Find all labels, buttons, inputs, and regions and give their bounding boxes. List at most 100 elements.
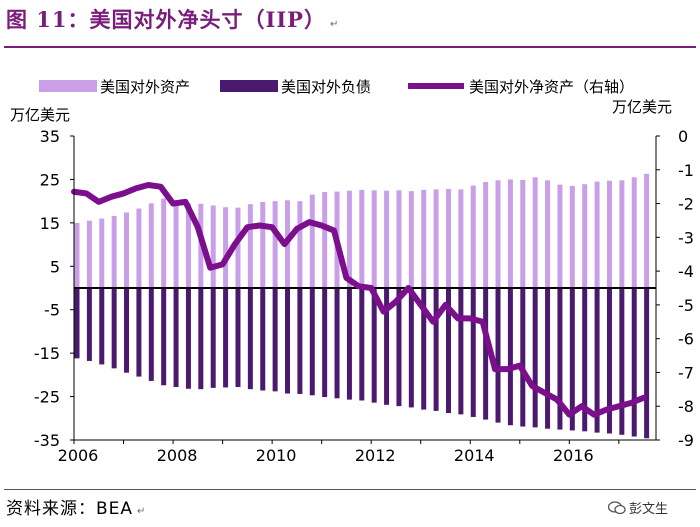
liability-bar: [445, 288, 451, 414]
liability-bar: [247, 288, 253, 390]
asset-bar: [631, 177, 637, 288]
asset-bar: [371, 190, 377, 288]
liability-bar: [161, 288, 167, 386]
asset-bar: [532, 177, 538, 288]
asset-bar: [272, 201, 278, 288]
liability-bar: [371, 288, 377, 403]
y-tick-label-right: -2: [678, 195, 694, 214]
asset-bar: [520, 179, 526, 288]
asset-bar: [606, 180, 612, 288]
y-tick-label-left: 15: [40, 214, 60, 233]
asset-bar: [396, 190, 402, 288]
liability-bar: [346, 288, 352, 400]
legend-label: 美国对外净资产（右轴）: [469, 78, 634, 96]
liability-bar: [124, 288, 130, 373]
asset-bar: [74, 222, 80, 288]
liability-bar: [421, 288, 427, 410]
liability-bar: [495, 288, 501, 423]
axes: 35 25 15 5 -5 -15 -25 -35 0 -1 -2 -3 -4 -5 -6 -7 -8 -9 200…: [34, 127, 694, 465]
asset-bar: [458, 189, 464, 288]
liability-bar: [458, 288, 464, 415]
asset-bar: [433, 189, 439, 288]
asset-bar: [161, 198, 167, 288]
asset-bar: [309, 194, 315, 288]
liability-bar: [223, 288, 229, 388]
liability-bar: [606, 288, 612, 434]
page-title: 图 11：美国对外净头寸（IIP）: [6, 7, 326, 32]
x-tick-label: 2006: [58, 446, 99, 465]
liability-bar: [408, 288, 414, 408]
liability-bar: [396, 288, 402, 407]
paragraph-mark-icon: ↵: [137, 506, 146, 517]
asset-bar: [408, 191, 414, 288]
liability-bar: [507, 288, 513, 426]
legend-item-assets: 美国对外资产: [39, 78, 190, 96]
paragraph-mark-icon: ↵: [329, 19, 339, 30]
liability-bar: [272, 288, 278, 392]
liability-bar: [644, 288, 650, 439]
legend-swatch: [39, 80, 97, 92]
asset-bar: [173, 200, 179, 288]
wechat-icon: [608, 501, 626, 515]
asset-bar: [111, 215, 117, 288]
watermark: 彭文生: [608, 498, 668, 517]
y-tick-label-right: -6: [678, 330, 694, 349]
liability-bar: [545, 288, 551, 429]
asset-bar: [235, 207, 241, 288]
liability-bar: [136, 288, 142, 377]
asset-bar: [86, 220, 92, 288]
title-divider: [4, 46, 696, 48]
asset-bar: [148, 203, 154, 288]
x-tick-label: 2016: [553, 446, 594, 465]
asset-bar: [445, 188, 451, 288]
legend-item-liabilities: 美国对外负债: [220, 78, 371, 96]
liability-bar: [520, 288, 526, 427]
liability-bar: [569, 288, 575, 431]
y-tick-label-right: -5: [678, 296, 694, 315]
watermark-text: 彭文生: [629, 502, 669, 517]
y-tick-label-right: -7: [678, 363, 694, 382]
liability-bar: [148, 288, 154, 381]
liability-bar: [532, 288, 538, 428]
asset-bar: [359, 189, 365, 288]
legend: 美国对外资产 美国对外负债 美国对外净资产（右轴）: [39, 78, 634, 96]
legend-label: 美国对外资产: [100, 78, 190, 96]
footer-divider: [4, 489, 696, 490]
title-block: 图 11：美国对外净头寸（IIP） ↵: [6, 4, 338, 38]
liability-bar: [334, 288, 340, 399]
asset-bar: [346, 190, 352, 288]
asset-bar: [495, 180, 501, 288]
asset-bar: [210, 205, 216, 288]
liability-bar: [359, 288, 365, 401]
y-tick-label-right: -1: [678, 161, 694, 180]
asset-bar: [223, 207, 229, 288]
source-block: 资料来源：BEA ↵: [6, 494, 145, 519]
asset-bar: [582, 184, 588, 288]
asset-bar: [421, 189, 427, 288]
asset-bar: [260, 202, 266, 288]
liability-bar: [185, 288, 191, 389]
x-tick-label: 2012: [355, 446, 396, 465]
asset-bar: [124, 212, 130, 288]
liability-bar: [619, 288, 625, 435]
x-tick-label: 2010: [256, 446, 297, 465]
liability-bar: [99, 288, 105, 365]
y-tick-label-right: -9: [678, 431, 694, 450]
y-tick-label-left: -25: [34, 388, 60, 407]
asset-bar: [247, 204, 253, 288]
legend-label: 美国对外负债: [281, 78, 371, 96]
y-tick-label-left: 25: [40, 170, 60, 189]
asset-bar: [483, 182, 489, 288]
liability-bar: [210, 288, 216, 388]
liability-bar: [198, 288, 204, 390]
x-tick-label: 2014: [454, 446, 495, 465]
liability-bar: [470, 288, 476, 417]
asset-bar: [136, 208, 142, 288]
asset-bar: [297, 201, 303, 288]
y-tick-label-right: -8: [678, 397, 694, 416]
source-note: 资料来源：BEA: [6, 499, 134, 519]
liability-bar: [557, 288, 563, 430]
liability-bar: [594, 288, 600, 433]
asset-bar: [569, 185, 575, 288]
asset-bar: [619, 180, 625, 288]
